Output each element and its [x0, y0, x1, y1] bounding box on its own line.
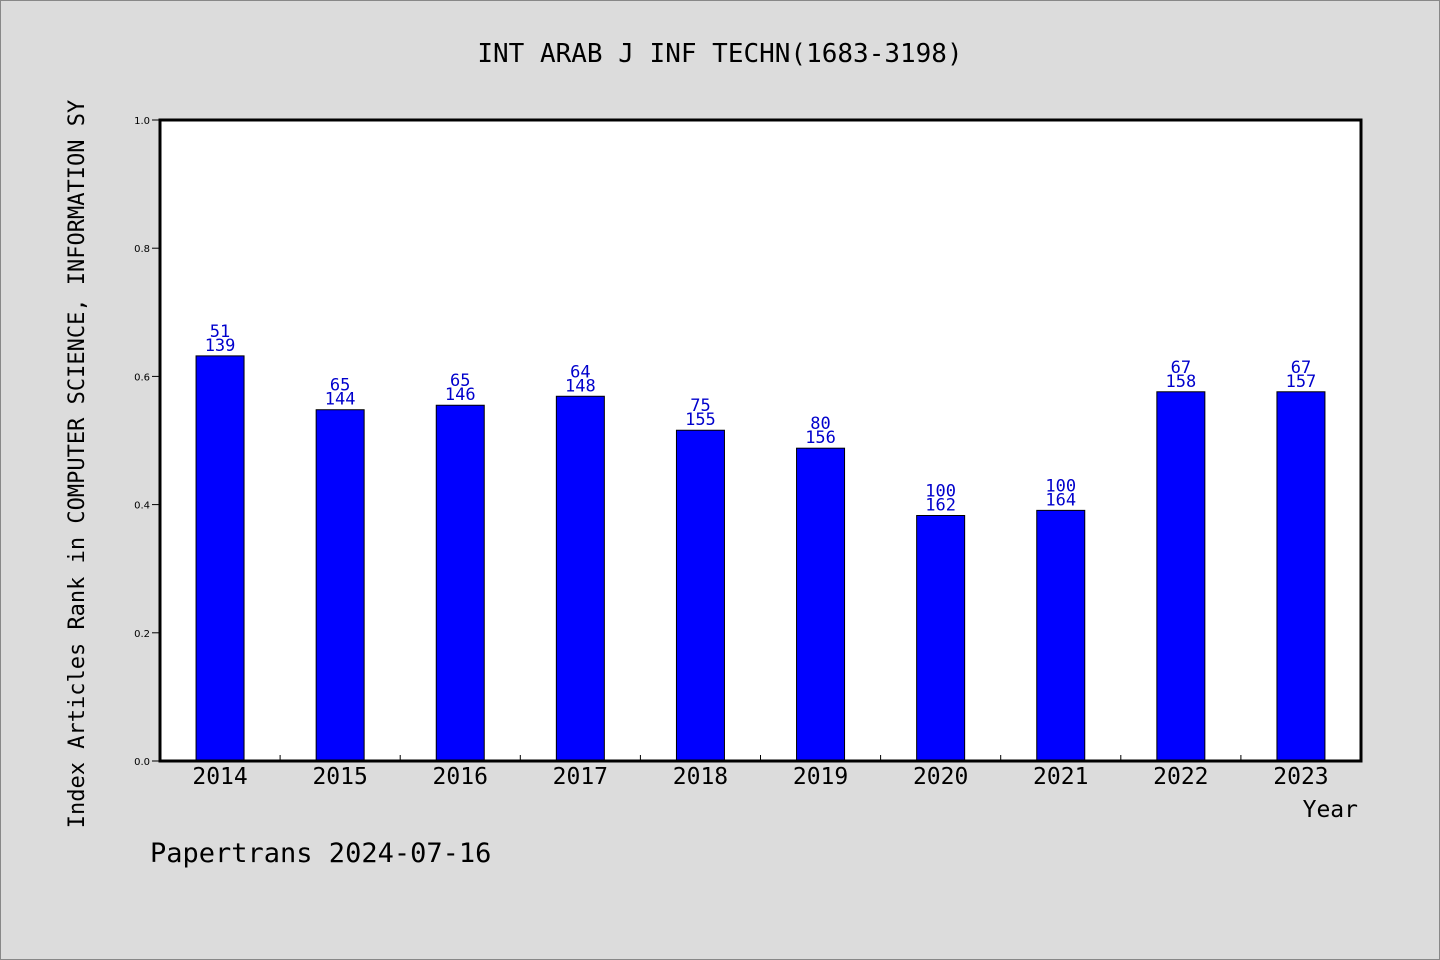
- y-tick-label: 0.6: [134, 372, 150, 383]
- bar-2015: [315, 409, 365, 762]
- bar-label-top-2020: 100: [925, 481, 956, 501]
- y-tick-label: 0.4: [134, 501, 150, 512]
- y-axis: 0.0 0.2 0.4 0.6 0.8 1.0: [134, 116, 160, 768]
- bar-label-top-2016: 65: [450, 371, 470, 391]
- bars-group: [195, 355, 1326, 762]
- bar-label-top-2021: 100: [1045, 476, 1076, 496]
- x-tick-label-2022: 2022: [1153, 764, 1208, 790]
- bar-label-top-2017: 64: [570, 362, 590, 382]
- x-tick-label-2015: 2015: [312, 764, 367, 790]
- y-tick-label: 0.8: [134, 244, 150, 255]
- bar-label-bottom-2018: 155: [685, 410, 716, 430]
- bar-label-bottom-2015: 144: [325, 390, 356, 410]
- x-axis: 2014 2015 2016 2017 2018 2019 2020 2021 2022 2023: [192, 755, 1329, 790]
- bar-label-top-2022: 67: [1171, 358, 1191, 378]
- x-tick-label-2019: 2019: [793, 764, 848, 790]
- y-tick-label: 0.2: [134, 629, 150, 640]
- bar-label-bottom-2014: 139: [205, 336, 236, 356]
- x-tick-label-2020: 2020: [913, 764, 968, 790]
- bar-label-bottom-2022: 158: [1165, 372, 1196, 392]
- plot-border: [158, 118, 1363, 763]
- y-tick-label: 0.0: [134, 757, 150, 768]
- bar-label-bottom-2019: 156: [805, 428, 836, 448]
- bar-2014: [195, 355, 245, 762]
- bar-2023: [1276, 391, 1326, 762]
- bar-2016: [435, 404, 485, 762]
- bar-label-bottom-2023: 157: [1286, 372, 1317, 392]
- y-tick-label: 1.0: [134, 116, 150, 127]
- bar-2021: [1036, 509, 1086, 762]
- bar-2018: [675, 429, 725, 762]
- bar-2022: [1156, 391, 1206, 762]
- bar-2020: [916, 514, 966, 762]
- bar-label-bottom-2017: 148: [565, 376, 596, 396]
- bar-label-top-2023: 67: [1291, 358, 1311, 378]
- x-tick-label-2021: 2021: [1033, 764, 1088, 790]
- footer-stamp: Papertrans 2024-07-16: [150, 838, 491, 869]
- x-axis-label: Year: [1303, 797, 1358, 823]
- bar-2017: [555, 395, 605, 762]
- bar-label-top-2014: 51: [210, 322, 230, 342]
- chart-title: INT ARAB J INF TECHN(1683-3198): [477, 39, 962, 69]
- x-tick-label-2018: 2018: [673, 764, 728, 790]
- bar-label-top-2019: 80: [810, 414, 830, 434]
- bar-label-top-2018: 75: [690, 396, 710, 416]
- bar-2019: [796, 447, 846, 762]
- bar-label-bottom-2020: 162: [925, 495, 956, 515]
- bar-label-bottom-2021: 164: [1045, 490, 1076, 510]
- x-tick-label-2014: 2014: [192, 764, 247, 790]
- x-tick-label-2017: 2017: [553, 764, 608, 790]
- bar-label-top-2015: 65: [330, 376, 350, 396]
- x-tick-label-2016: 2016: [433, 764, 488, 790]
- y-axis-label: Index Articles Rank in COMPUTER SCIENCE,…: [65, 100, 90, 828]
- bar-label-bottom-2016: 146: [445, 385, 476, 405]
- x-tick-label-2023: 2023: [1273, 764, 1328, 790]
